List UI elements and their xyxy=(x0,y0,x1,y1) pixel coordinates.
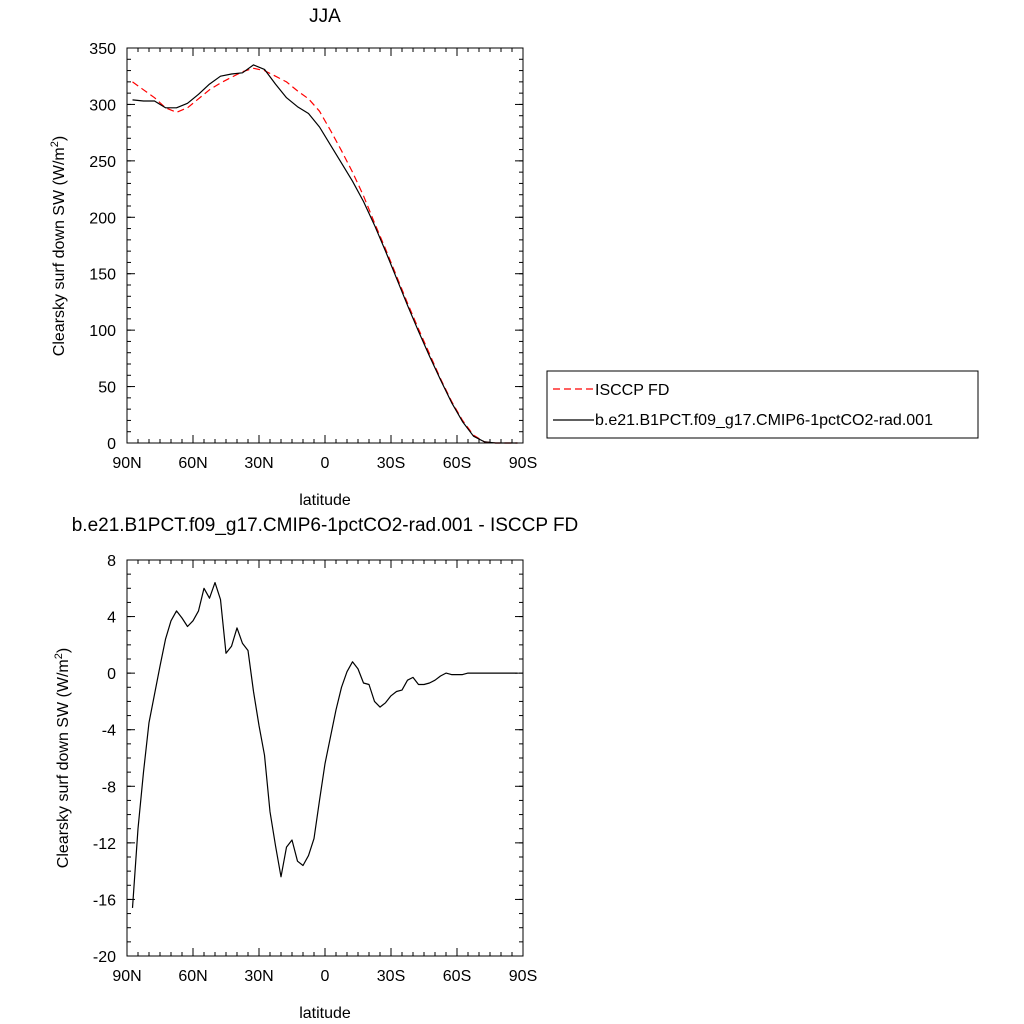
bottom-panel-title: b.e21.B1PCT.f09_g17.CMIP6-1pctCO2-rad.00… xyxy=(72,515,579,536)
y-tick-label: 300 xyxy=(89,97,116,114)
bottom-panel: b.e21.B1PCT.f09_g17.CMIP6-1pctCO2-rad.00… xyxy=(53,515,578,1022)
x-tick-label: 90S xyxy=(509,455,537,472)
y-tick-label: -16 xyxy=(93,892,116,909)
series-line-0-0 xyxy=(132,67,518,444)
legend-label-model: b.e21.B1PCT.f09_g17.CMIP6-1pctCO2-rad.00… xyxy=(595,412,933,429)
top-panel: JJA 90N 60N 30N 0 30S 60S 90S 0 50 100 150 200 250 30… xyxy=(49,6,537,509)
top-axis-ticks: 90N 60N 30N 0 30S 60S 90S 0 50 100 150 200 250 300 350 xyxy=(89,41,537,472)
x-tick-label: 60S xyxy=(443,968,471,985)
y-tick-label: -8 xyxy=(102,779,116,796)
x-tick-label: 90N xyxy=(112,455,141,472)
y-tick-label: 150 xyxy=(89,267,116,284)
y-tick-label: 50 xyxy=(98,380,116,397)
y-tick-label: 4 xyxy=(107,610,116,627)
top-x-axis-title: latitude xyxy=(299,492,351,509)
y-tick-label: 100 xyxy=(89,323,116,340)
legend: ISCCP FD b.e21.B1PCT.f09_g17.CMIP6-1pctC… xyxy=(546,370,979,439)
legend-box xyxy=(546,370,979,439)
top-y-axis-title: Clearsky surf down SW (W/m2) xyxy=(49,136,68,356)
bottom-plot-frame xyxy=(126,559,524,957)
series-line-0-1 xyxy=(132,64,518,444)
y-tick-label: -12 xyxy=(93,836,116,853)
y-tick-label: -4 xyxy=(102,723,116,740)
y-tick-label: 350 xyxy=(89,41,116,58)
bottom-y-axis-title: Clearsky surf down SW (W/m2) xyxy=(53,648,72,868)
y-tick-label: 250 xyxy=(89,154,116,171)
y-tick-label: 8 xyxy=(107,553,116,570)
y-tick-label: 0 xyxy=(107,436,116,453)
x-tick-label: 30S xyxy=(377,968,405,985)
y-tick-label: 0 xyxy=(107,666,116,683)
x-tick-label: 30S xyxy=(377,455,405,472)
bottom-x-axis-title: latitude xyxy=(299,1005,351,1022)
x-tick-label: 0 xyxy=(321,968,330,985)
x-tick-label: 90N xyxy=(112,968,141,985)
x-tick-label: 60N xyxy=(178,455,207,472)
y-tick-label: -20 xyxy=(93,949,116,966)
top-panel-title: JJA xyxy=(309,6,341,27)
x-tick-label: 60S xyxy=(443,455,471,472)
series-line-1-0 xyxy=(131,581,518,908)
y-tick-label: 200 xyxy=(89,210,116,227)
legend-label-isccp: ISCCP FD xyxy=(595,382,669,399)
x-tick-label: 30N xyxy=(244,968,273,985)
top-plot-frame xyxy=(126,47,524,444)
x-tick-label: 30N xyxy=(244,455,273,472)
bottom-axis-ticks: 90N 60N 30N 0 30S 60S 90S -20 -16 -12 -8 -4 0 4 8 xyxy=(93,553,537,985)
x-tick-label: 0 xyxy=(321,455,330,472)
x-tick-label: 90S xyxy=(509,968,537,985)
x-tick-label: 60N xyxy=(178,968,207,985)
top-series-lines xyxy=(132,64,518,444)
bottom-series-lines xyxy=(131,581,518,908)
